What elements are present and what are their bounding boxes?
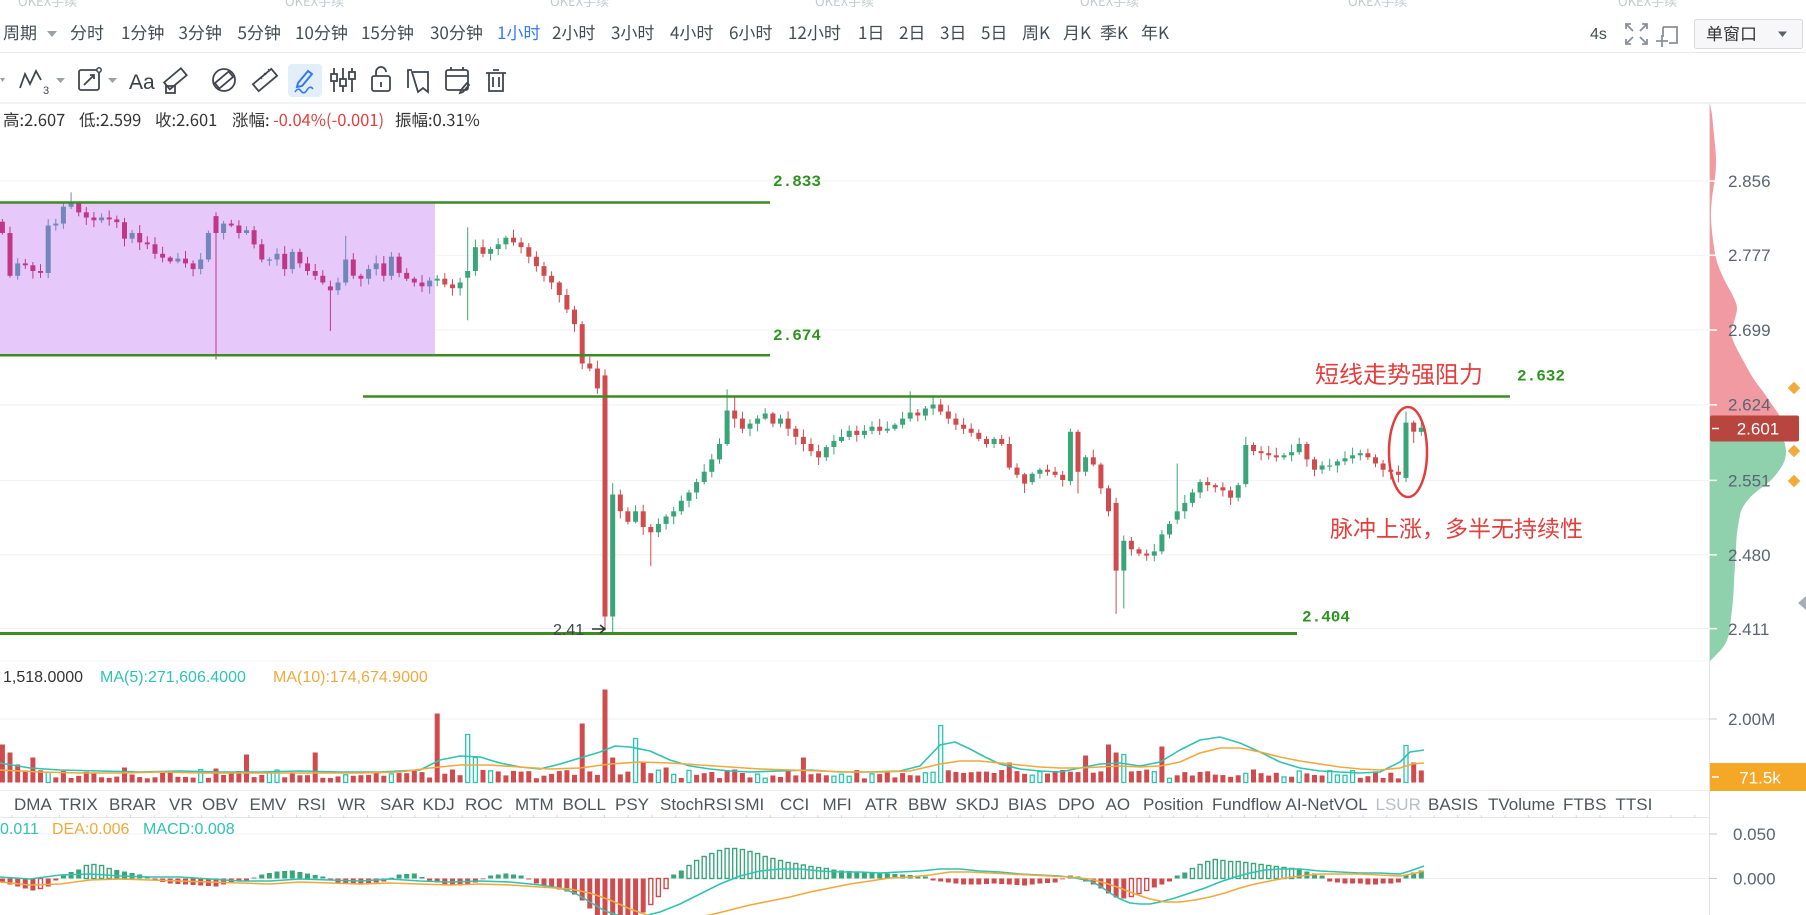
svg-text:CCI: CCI bbox=[780, 795, 809, 814]
svg-text:DPO: DPO bbox=[1058, 795, 1095, 814]
svg-text:SMI: SMI bbox=[734, 795, 764, 814]
svg-text:LSUR: LSUR bbox=[1376, 795, 1421, 814]
svg-text:SAR: SAR bbox=[380, 795, 415, 814]
svg-text:BBW: BBW bbox=[908, 795, 947, 814]
svg-text:2.833: 2.833 bbox=[773, 173, 821, 191]
svg-text:2.601: 2.601 bbox=[1737, 420, 1780, 439]
svg-text:Position: Position bbox=[1143, 795, 1203, 814]
svg-text:RSI: RSI bbox=[298, 795, 326, 814]
svg-text:2.41: 2.41 bbox=[553, 622, 584, 639]
svg-text:AI-NetVOL: AI-NetVOL bbox=[1286, 795, 1368, 814]
svg-text:MA(10):174,674.9000: MA(10):174,674.9000 bbox=[273, 669, 428, 686]
svg-text:MFI: MFI bbox=[823, 795, 852, 814]
svg-text:OBV: OBV bbox=[202, 795, 239, 814]
svg-text:BIAS: BIAS bbox=[1008, 795, 1047, 814]
svg-text:Aa: Aa bbox=[129, 71, 155, 94]
svg-text:TRIX: TRIX bbox=[59, 795, 98, 814]
svg-text:2.777: 2.777 bbox=[1728, 246, 1771, 265]
svg-text:BRAR: BRAR bbox=[109, 795, 156, 814]
svg-text:0.000: 0.000 bbox=[1733, 870, 1776, 889]
svg-text:TVolume: TVolume bbox=[1488, 795, 1555, 814]
svg-text:3: 3 bbox=[43, 85, 49, 97]
svg-text:71.5k: 71.5k bbox=[1739, 769, 1781, 788]
svg-text:PSY: PSY bbox=[615, 795, 649, 814]
svg-text:2.00M: 2.00M bbox=[1728, 710, 1775, 729]
svg-text:DEA:0.006: DEA:0.006 bbox=[52, 821, 129, 838]
svg-text:WR: WR bbox=[338, 795, 366, 814]
svg-text:Fundflow: Fundflow bbox=[1212, 795, 1282, 814]
svg-text:2.624: 2.624 bbox=[1728, 396, 1771, 415]
svg-text:2.480: 2.480 bbox=[1728, 546, 1771, 565]
svg-text:ATR: ATR bbox=[865, 795, 898, 814]
svg-text:MTM: MTM bbox=[515, 795, 554, 814]
svg-text:AO: AO bbox=[1106, 795, 1131, 814]
svg-text:2.632: 2.632 bbox=[1517, 368, 1565, 386]
svg-text:DMA: DMA bbox=[14, 795, 52, 814]
svg-text:2.551: 2.551 bbox=[1728, 472, 1771, 491]
svg-text:2.404: 2.404 bbox=[1302, 609, 1350, 627]
svg-text:4s: 4s bbox=[1590, 26, 1607, 43]
svg-text:2.699: 2.699 bbox=[1728, 321, 1771, 340]
svg-text:BASIS: BASIS bbox=[1428, 795, 1478, 814]
svg-text:ROC: ROC bbox=[465, 795, 503, 814]
svg-text:FTBS: FTBS bbox=[1563, 795, 1606, 814]
svg-text:MACD:0.008: MACD:0.008 bbox=[143, 821, 235, 838]
svg-text:2.674: 2.674 bbox=[773, 327, 821, 345]
svg-text:BOLL: BOLL bbox=[563, 795, 606, 814]
svg-text:2.856: 2.856 bbox=[1728, 172, 1771, 191]
svg-text:StochRSI: StochRSI bbox=[660, 795, 732, 814]
svg-text:MA(5):271,606.4000: MA(5):271,606.4000 bbox=[100, 669, 246, 686]
svg-text:1,518.0000: 1,518.0000 bbox=[3, 669, 83, 686]
svg-text:EMV: EMV bbox=[250, 795, 288, 814]
svg-text:TTSI: TTSI bbox=[1616, 795, 1653, 814]
svg-text:2.411: 2.411 bbox=[1728, 620, 1769, 639]
svg-text:KDJ: KDJ bbox=[423, 795, 455, 814]
svg-text:VR: VR bbox=[169, 795, 193, 814]
svg-text:0.011: 0.011 bbox=[0, 821, 39, 838]
svg-text:0.050: 0.050 bbox=[1733, 825, 1776, 844]
svg-text:SKDJ: SKDJ bbox=[956, 795, 999, 814]
